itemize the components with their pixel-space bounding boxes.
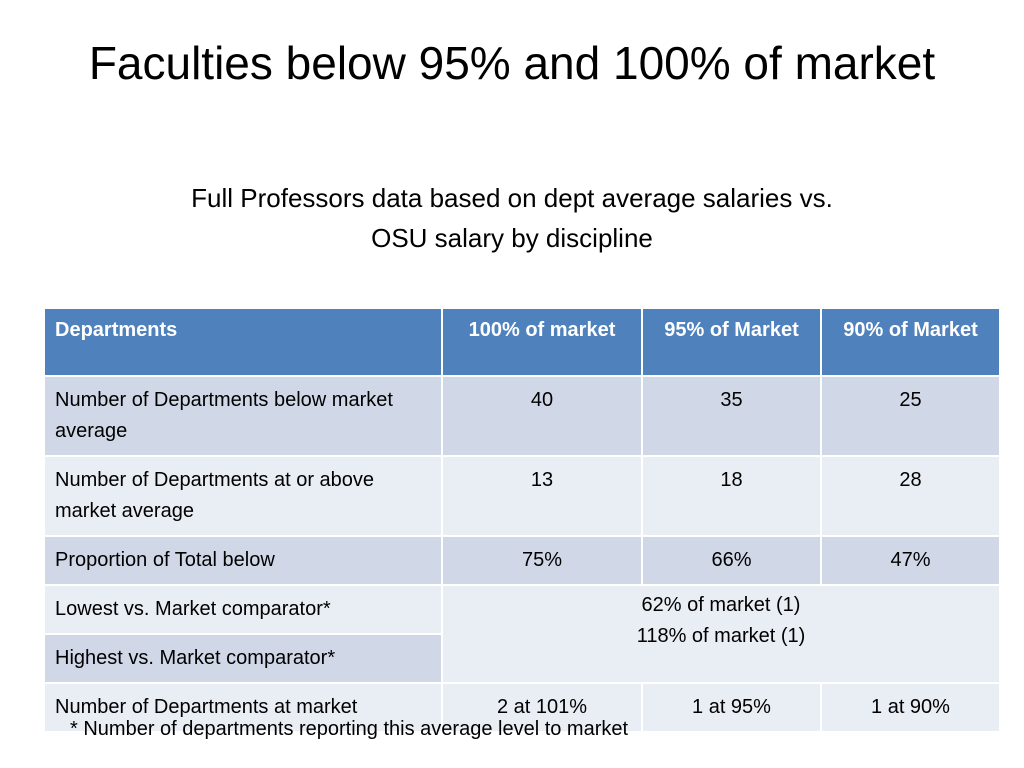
table-cell: 40 bbox=[530, 389, 554, 411]
table-row-proportion: Proportion of Total below 75% 66% 47% bbox=[43, 535, 1001, 586]
row-label: Proportion of Total below bbox=[55, 549, 275, 571]
table-cell: 1 at 90% bbox=[871, 696, 950, 718]
comparator-lowest-value: 62% of market (1) bbox=[641, 594, 801, 616]
row-label: Number of Departments at market bbox=[55, 696, 358, 718]
footnote: * Number of departments reporting this a… bbox=[70, 718, 629, 740]
table-cell: 18 bbox=[720, 469, 743, 491]
column-header-departments: Departments bbox=[43, 307, 443, 377]
table-cell: 2 at 101% bbox=[496, 696, 588, 718]
comparator-merged-cell: 62% of market (1) 118% of market (1) bbox=[441, 584, 1001, 684]
comparator-highest-value: 118% of market (1) bbox=[636, 625, 806, 647]
table-cell: 13 bbox=[530, 469, 554, 491]
row-label: Number of Departments at or above market… bbox=[55, 469, 375, 522]
table-cell: 47% bbox=[890, 549, 931, 571]
table-row-at-or-above: Number of Departments at or above market… bbox=[43, 455, 1001, 537]
slide-subtitle: Full Professors data based on dept avera… bbox=[191, 183, 833, 253]
table-row-highest: Highest vs. Market comparator* bbox=[43, 633, 1000, 684]
column-header-95-market: 95% of Market bbox=[641, 307, 822, 377]
table-cell: 75% bbox=[521, 549, 563, 571]
table-cell: 25 bbox=[899, 389, 922, 411]
table-row-lowest: Lowest vs. Market comparator* 62% of mar… bbox=[43, 584, 1001, 684]
market-comparison-table: Departments 100% of market 95% of Market… bbox=[43, 307, 1001, 733]
row-label: Number of Departments below market avera… bbox=[55, 389, 393, 442]
table-cell: 66% bbox=[711, 549, 752, 571]
table-cell: 28 bbox=[899, 469, 922, 491]
slide-title: Faculties below 95% and 100% of market bbox=[88, 37, 936, 89]
row-label: Lowest vs. Market comparator* bbox=[55, 598, 331, 620]
table-cell: 1 at 95% bbox=[692, 696, 771, 718]
column-header-90-market: 90% of Market bbox=[820, 307, 1001, 377]
table-row-at-market: Number of Departments at market 2 at 101… bbox=[43, 682, 1001, 733]
table-header-row: Departments 100% of market 95% of Market… bbox=[43, 307, 1001, 377]
row-label: Highest vs. Market comparator* bbox=[55, 647, 336, 669]
table-cell: 35 bbox=[720, 389, 743, 411]
table-row-below: Number of Departments below market avera… bbox=[43, 375, 1001, 457]
column-header-100-market: 100% of market bbox=[441, 307, 643, 377]
